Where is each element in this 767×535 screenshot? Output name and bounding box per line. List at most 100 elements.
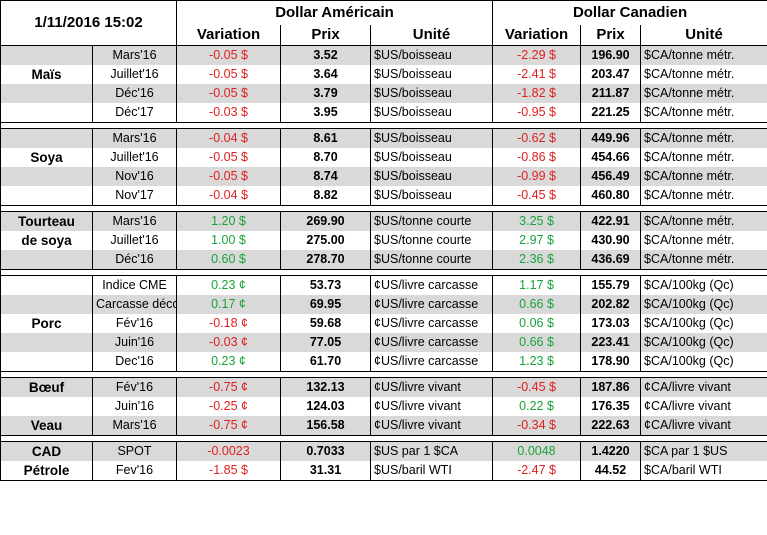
usd-price: 31.31	[280, 461, 371, 481]
table-row: Maïs Juillet'16 -0.05 $3.64 $US/boisseau -2.…	[0, 65, 767, 84]
contract-month: Juillet'16	[92, 148, 177, 167]
usd-variation: 0.60 $	[176, 250, 281, 270]
table-row: Tourteau Mars'16 1.20 $269.90 $US/tonne cou…	[0, 211, 767, 231]
category-label	[0, 250, 93, 270]
table-row: Déc'16 0.60 $278.70 $US/tonne courte 2.36 $…	[0, 250, 767, 270]
table-row: de soya Juillet'16 1.00 $275.00 $US/tonne c…	[0, 231, 767, 250]
cad-price: 44.52	[580, 461, 642, 481]
category-label: Pétrole	[0, 461, 93, 481]
usd-variation: -0.04 $	[176, 128, 281, 148]
category-label	[0, 275, 93, 295]
cad-unit: ¢CA/livre vivant	[640, 377, 767, 397]
category-label: Veau	[0, 416, 93, 436]
usd-unit: $US/boisseau	[369, 65, 494, 84]
cad-price: 456.49	[580, 167, 642, 186]
cad-variation: -1.82 $	[492, 84, 582, 103]
cad-variation: 0.0048	[492, 441, 582, 461]
cad-variation: -0.86 $	[492, 148, 582, 167]
table-row: Porc Fév'16 -0.18 ¢ 59.68 ¢US/livre carcasse…	[0, 314, 767, 333]
contract-month: Juin'16	[92, 397, 177, 416]
usd-price: 3.52	[280, 45, 371, 65]
usd-unit: $US/boisseau	[369, 84, 494, 103]
usd-variation: 0.23 ¢	[176, 275, 281, 295]
usd-group-header: Dollar Américain	[175, 0, 494, 25]
category-label	[0, 186, 93, 206]
cad-unit: $CA/100kg (Qc)	[640, 275, 767, 295]
table-row: Carcasse découpée0.17 ¢69.95¢US/livre ca…	[0, 295, 767, 314]
cad-variation: -0.34 $	[492, 416, 582, 436]
usd-variation: -0.05 $	[176, 148, 281, 167]
contract-month: Juillet'16	[92, 65, 177, 84]
cad-variation: 0.66 $	[492, 295, 582, 314]
cad-variation: 3.25 $	[492, 211, 582, 231]
usd-unit: $US/tonne courte	[369, 231, 494, 250]
cad-unit: $CA/tonne métr.	[640, 84, 767, 103]
cad-unit: $CA/tonne métr.	[640, 128, 767, 148]
usd-variation: 0.23 ¢	[176, 352, 281, 372]
usd-variation: 0.17 ¢	[176, 295, 281, 314]
table-row: Nov'16 -0.05 $8.74 $US/boisseau -0.99 $456.…	[0, 167, 767, 186]
cad-price: 223.41	[580, 333, 642, 352]
usd-variation: -0.05 $	[176, 45, 281, 65]
cad-price: 454.66	[580, 148, 642, 167]
cad-variation: -0.45 $	[492, 377, 582, 397]
contract-month: SPOT	[92, 441, 177, 461]
commodity-price-table: 1/11/2016 15:02 Dollar Américain Dollar …	[0, 0, 767, 481]
cad-unit: $CA/baril WTI	[640, 461, 767, 481]
cad-price: 176.35	[580, 397, 642, 416]
usd-unit: $US par 1 $CA	[369, 441, 494, 461]
cad-variation: -2.29 $	[492, 45, 582, 65]
table-row: Déc'17 -0.03 $3.95 $US/boisseau -0.95 $221.…	[0, 103, 767, 123]
usd-price: 77.05	[280, 333, 371, 352]
cad-unit: $CA/tonne métr.	[640, 167, 767, 186]
usd-unit: $US/tonne courte	[369, 250, 494, 270]
usd-unit: $US/boisseau	[369, 128, 494, 148]
usd-unit: $US/baril WTI	[369, 461, 494, 481]
contract-month: Juin'16	[92, 333, 177, 352]
category-label: Bœuf	[0, 377, 93, 397]
cad-variation: 1.17 $	[492, 275, 582, 295]
usd-price: 269.90	[280, 211, 371, 231]
cad-price: 173.03	[580, 314, 642, 333]
usd-variation: -0.75 ¢	[176, 377, 281, 397]
usd-variation: -0.03 ¢	[176, 333, 281, 352]
usd-variation-header: Variation	[176, 25, 281, 46]
cad-variation: 0.22 $	[492, 397, 582, 416]
contract-month: Fév'16	[92, 377, 177, 397]
header-row-groups: 1/11/2016 15:02 Dollar Américain Dollar …	[0, 0, 767, 46]
cad-variation: -2.41 $	[492, 65, 582, 84]
category-label	[0, 84, 93, 103]
usd-unit: $US/tonne courte	[369, 211, 494, 231]
table-row: Indice CME 0.23 ¢ 53.73 ¢US/livre carcasse 1…	[0, 275, 767, 295]
usd-unit: ¢US/livre carcasse	[369, 275, 494, 295]
cad-unit: $CA/100kg (Qc)	[640, 295, 767, 314]
category-label: Soya	[0, 148, 93, 167]
cad-price: 187.86	[580, 377, 642, 397]
usd-variation: 1.00 $	[176, 231, 281, 250]
usd-variation: -0.18 ¢	[176, 314, 281, 333]
cad-variation: -0.62 $	[492, 128, 582, 148]
usd-variation: -0.0023	[176, 441, 281, 461]
header-row-columns: Variation Prix Unité Variation Prix Unit…	[1, 25, 767, 46]
usd-variation: 1.20 $	[176, 211, 281, 231]
cad-unit: $CA/tonne métr.	[640, 103, 767, 123]
cad-unit: $CA par 1 $US	[640, 441, 767, 461]
cad-price: 436.69	[580, 250, 642, 270]
cad-price: 1.4220	[580, 441, 642, 461]
cad-unit: $CA/100kg (Qc)	[640, 333, 767, 352]
usd-price: 69.95	[280, 295, 371, 314]
contract-month: Fév'16	[92, 314, 177, 333]
usd-unit: ¢US/livre vivant	[369, 377, 494, 397]
contract-month: Nov'16	[92, 167, 177, 186]
table-row: Dec'16 0.23 ¢ 61.70 ¢US/livre carcasse 1.23 …	[0, 352, 767, 372]
contract-month: Nov'17	[92, 186, 177, 206]
contract-month: Carcasse découpée	[92, 295, 177, 314]
usd-price: 8.82	[280, 186, 371, 206]
category-label: Maïs	[0, 65, 93, 84]
usd-price: 53.73	[280, 275, 371, 295]
usd-price: 8.70	[280, 148, 371, 167]
usd-price: 156.58	[280, 416, 371, 436]
cad-unit: $CA/tonne métr.	[640, 65, 767, 84]
usd-variation: -1.85 $	[176, 461, 281, 481]
table-body: Mars'16 -0.05 $3.52 $US/boisseau -2.29 $196…	[0, 45, 767, 481]
